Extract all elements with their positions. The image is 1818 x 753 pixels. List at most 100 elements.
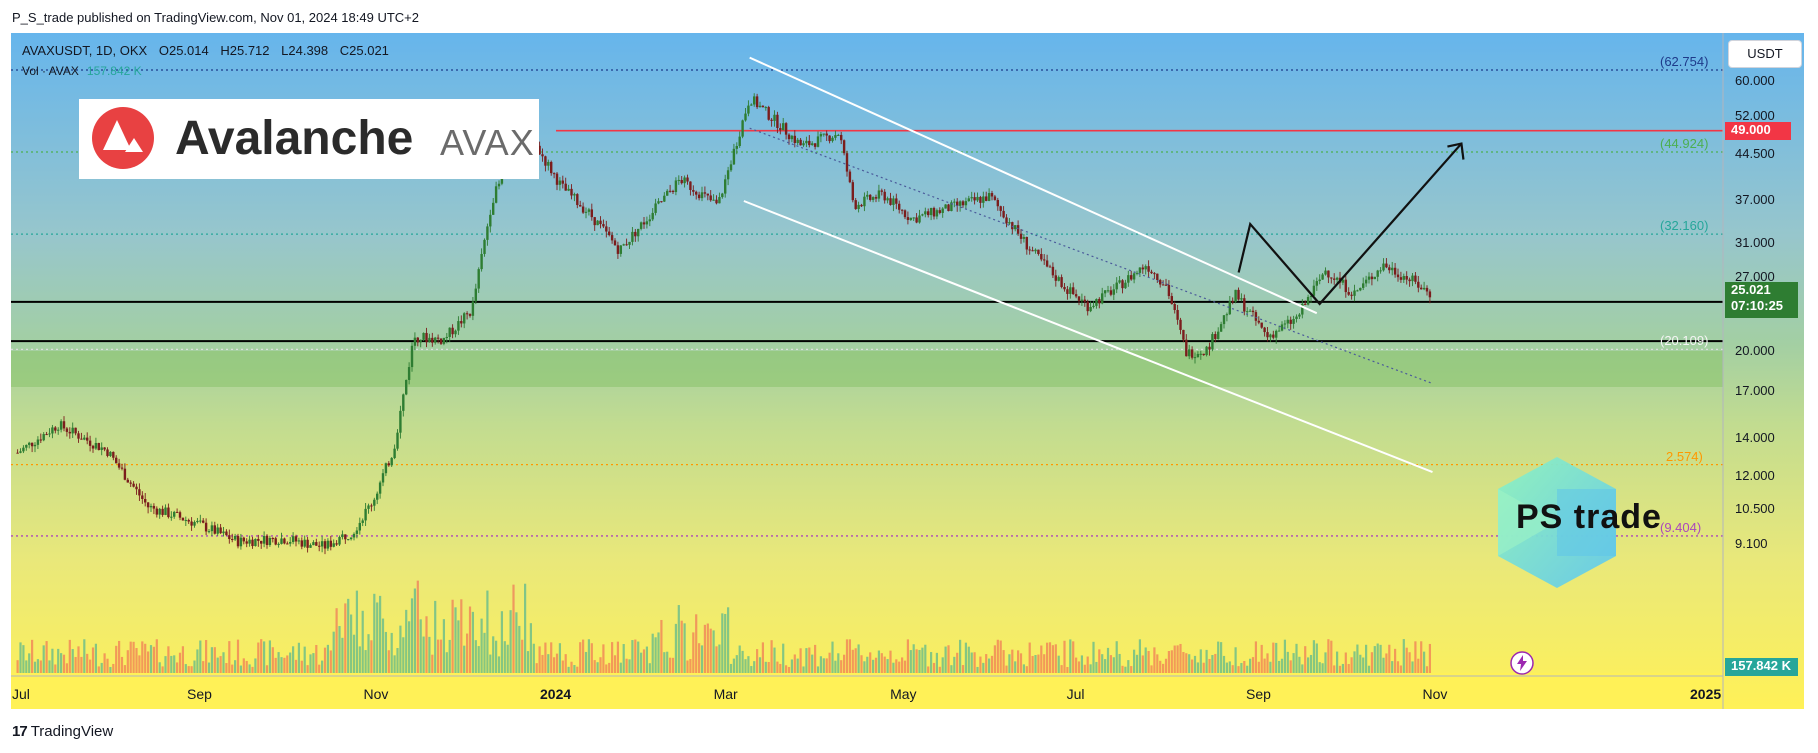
candle-body: [1228, 301, 1232, 315]
price-tick: 17.000: [1735, 382, 1775, 398]
volume-bar: [355, 590, 359, 673]
candle-body: [294, 536, 298, 542]
volume-bar: [1080, 655, 1084, 673]
volume-bar: [532, 643, 535, 673]
candle-body: [190, 521, 193, 526]
volume-bar: [645, 646, 649, 673]
candle-body: [1243, 298, 1246, 312]
volume-bar: [147, 651, 150, 673]
volume-bar: [439, 639, 443, 673]
volume-bar: [1063, 640, 1066, 673]
candle-body: [639, 222, 643, 229]
volume-bar: [631, 640, 634, 673]
price-tick: 52.000: [1735, 108, 1775, 124]
candle-body: [892, 198, 895, 205]
low-value: L24.398: [281, 43, 329, 58]
volume-bar: [437, 639, 440, 673]
volume-bar: [756, 649, 759, 673]
candle-body: [439, 338, 443, 344]
volume-bar: [976, 666, 979, 673]
candle-body: [367, 505, 370, 509]
candle-body: [62, 421, 66, 429]
candle-body: [715, 199, 718, 204]
candle-body: [1022, 237, 1026, 239]
candle-body: [758, 105, 762, 108]
lightning-icon[interactable]: [1510, 651, 1534, 675]
candle-body: [1219, 324, 1223, 332]
candle-body: [1196, 353, 1200, 358]
volume-bar: [1257, 661, 1260, 673]
candle-body: [187, 519, 190, 522]
candle-body: [471, 301, 475, 316]
volume-bar: [930, 652, 933, 673]
volume-bar: [758, 657, 762, 673]
candle-body: [573, 194, 576, 196]
tradingview-footer: 17 TradingView: [12, 723, 113, 740]
currency-button[interactable]: USDT: [1728, 40, 1802, 68]
candle-body: [886, 198, 889, 201]
candle-body: [358, 522, 362, 531]
volume-bar: [1370, 652, 1374, 673]
channel-mid-line: [749, 127, 1433, 385]
volume-bar: [1048, 642, 1052, 673]
candle-body: [695, 191, 698, 195]
candle-body: [1312, 285, 1316, 296]
candle-body: [616, 245, 620, 254]
candle-body: [483, 239, 486, 254]
candle-body: [492, 202, 495, 215]
candle-body: [1138, 267, 1142, 273]
candle-body: [1385, 263, 1388, 268]
candle-body: [86, 437, 89, 441]
candle-body: [468, 314, 472, 316]
candle-body: [964, 201, 968, 206]
candle-body: [1286, 319, 1290, 324]
volume-bar: [1324, 652, 1327, 673]
candle-body: [1417, 281, 1420, 288]
volume-bar: [750, 666, 753, 673]
volume-bar: [1098, 649, 1101, 673]
volume-bar: [753, 661, 756, 673]
volume-bar: [831, 641, 834, 673]
volume-bar: [239, 665, 243, 673]
volume-bar: [170, 655, 173, 673]
volume-bar: [416, 580, 419, 673]
candle-body: [236, 535, 240, 547]
time-tick: Jul: [1066, 686, 1085, 702]
candle-body: [486, 226, 489, 240]
candle-body: [489, 214, 492, 227]
volume-bar: [86, 653, 89, 673]
volume-bar: [1208, 658, 1211, 673]
candle-body: [1118, 280, 1121, 283]
volume-bar: [431, 654, 434, 673]
candle-body: [1167, 284, 1171, 297]
price-tick: 60.000: [1735, 73, 1775, 88]
volume-bar: [872, 659, 875, 673]
candle-body: [674, 180, 678, 193]
candle-body: [866, 194, 869, 197]
volume-bar: [315, 644, 318, 673]
volume-bar: [344, 603, 347, 673]
volume-bar: [724, 613, 727, 673]
volume-bar: [741, 650, 744, 673]
candle-body: [413, 337, 417, 346]
volume-bar: [793, 654, 796, 673]
candle-body: [982, 196, 985, 203]
candle-body: [57, 429, 60, 431]
candle-body: [869, 194, 872, 200]
volume-bar: [36, 659, 40, 673]
candle-body: [480, 253, 483, 270]
candle-body: [1193, 357, 1197, 359]
candle-body: [300, 540, 304, 547]
avalanche-logo-icon: [92, 107, 154, 169]
volume-bar: [1130, 666, 1133, 673]
candle-body: [683, 177, 686, 184]
candle-body: [915, 217, 918, 223]
volume-bar: [1292, 653, 1295, 673]
volume-bar: [457, 620, 460, 673]
candle-body: [303, 539, 306, 547]
candle-body: [393, 448, 396, 459]
volume-bar: [228, 641, 231, 673]
volume-bar: [289, 652, 292, 673]
candle-body: [36, 439, 40, 445]
volume-bar: [268, 640, 272, 673]
